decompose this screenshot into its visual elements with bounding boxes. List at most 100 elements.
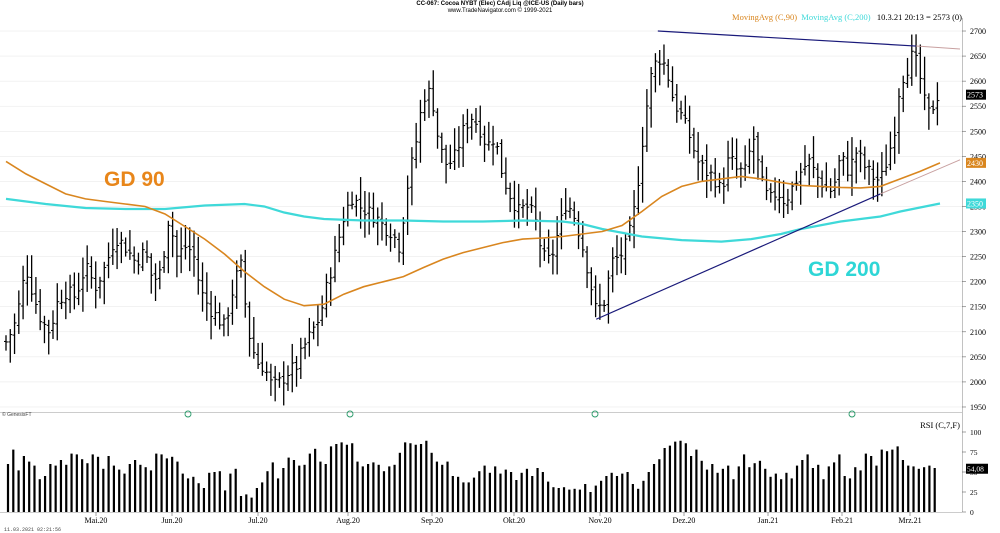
ohlc-bar [115,228,120,270]
price-tags: 2573 2430 2350 [966,89,986,209]
gd90-annotation: GD 90 [104,168,165,191]
timestamp: 11.03.2021 02:21:56 [4,527,62,533]
ohlc-bar [414,122,419,169]
ohlc-bar [341,206,346,246]
y-tick-label: 2050 [970,353,986,362]
ohlc-bar [8,329,13,363]
ohlc-bar [478,105,483,146]
ohlc-bar [593,275,598,318]
ohlc-bar [755,132,760,180]
ohlc-bar [93,261,98,309]
ohlc-bar [589,267,594,306]
ohlc-bar [768,183,773,203]
moving-average-90-line [5,160,941,307]
month-label: Jul.20 [248,516,267,525]
y-tick-label: 2300 [970,228,986,237]
ohlc-bar [892,116,897,164]
trend-line [657,30,917,47]
ohlc-bar [136,252,141,275]
rsi-value-label: 54,08 [967,465,984,474]
ohlc-bar [448,144,453,170]
ohlc-bar [683,95,688,124]
ohlc-bar [931,100,936,114]
legend-datetime: 10.3.21 20:13 = 2573 (0) [876,12,962,22]
ohlc-bar [392,229,397,249]
event-marker [346,410,354,418]
y-tick-label: 2700 [970,27,986,36]
ohlc-bar [751,126,756,174]
ohlc-bar [922,56,927,111]
ohlc-bar [409,147,414,206]
ohlc-bar [200,262,205,312]
ohlc-bar [687,105,692,154]
chart-title: CC-067: Cocoa NYBT (Elec) CAdj Liq @ICE-… [416,1,584,7]
ohlc-bar [226,307,231,337]
ohlc-bar [747,138,752,174]
ohlc-bar [85,245,90,292]
ohlc-bar [644,89,649,152]
ohlc-bar [251,316,256,359]
ohlc-bar [119,231,124,264]
ohlc-bar [247,301,252,357]
ohlc-bar [362,190,367,238]
ohlc-bar [350,191,355,210]
ohlc-bar [256,342,261,369]
ohlc-bar [89,256,94,289]
gd200-annotation: GD 200 [808,258,881,281]
ohlc-bar [849,137,854,196]
ohlc-bar [888,131,893,171]
ohlc-bar [294,355,299,387]
ohlc-bar [884,144,889,176]
ohlc-bar [149,253,154,294]
month-label: Okt.20 [503,516,525,525]
ohlc-bar [862,146,867,180]
ohlc-bar [597,283,602,320]
source-label: © GenesisFT [2,412,32,418]
ohlc-bar [520,199,525,218]
ohlc-bar [422,89,427,121]
ohlc-bar [508,182,513,213]
month-label: Jun.20 [161,516,182,525]
ohlc-bar [33,277,38,314]
indicator-legend: MovingAvg (C,90) MovingAvg (C,200) 10.3.… [732,12,962,22]
ohlc-bar [268,363,273,396]
legend-ma90: MovingAvg (C,90) [732,12,798,22]
ohlc-bar [97,276,102,299]
rsi-value-box [966,463,988,474]
ohlc-bar [726,140,731,192]
ohlc-bar [555,216,560,275]
ohlc-bar [230,279,235,325]
price-bars [4,34,940,406]
ohlc-bar [12,313,17,355]
trend-line-extension [880,159,961,195]
ohlc-bar [4,335,8,351]
ohlc-bar [559,198,564,250]
ohlc-bar [307,317,312,357]
ohlc-bar [674,83,679,123]
ohlc-bar [132,246,137,274]
ohlc-bar [324,273,329,318]
ohlc-bar [606,270,611,324]
ohlc-bar [397,232,402,263]
ma200-tag-label: 2350 [967,199,983,208]
ohlc-bar [798,162,803,205]
ohlc-bar [802,145,807,176]
event-marker [184,410,192,418]
ohlc-bar [717,172,722,194]
ohlc-bar [896,88,901,154]
ohlc-bar [580,221,585,258]
ohlc-bar [55,283,60,341]
ohlc-bar [563,188,568,220]
ohlc-bar [901,75,906,113]
ohlc-bar [670,66,675,102]
ohlc-bar [209,291,214,340]
event-marker [848,410,856,418]
event-markers [184,410,856,418]
ohlc-bar [298,337,303,379]
ohlc-bar [653,53,658,93]
ohlc-bar [845,140,850,182]
ohlc-bar [871,160,876,200]
ma90-tag-label: 2430 [967,159,983,168]
y-tick-label: 2500 [970,127,986,136]
ohlc-bar [50,310,55,339]
